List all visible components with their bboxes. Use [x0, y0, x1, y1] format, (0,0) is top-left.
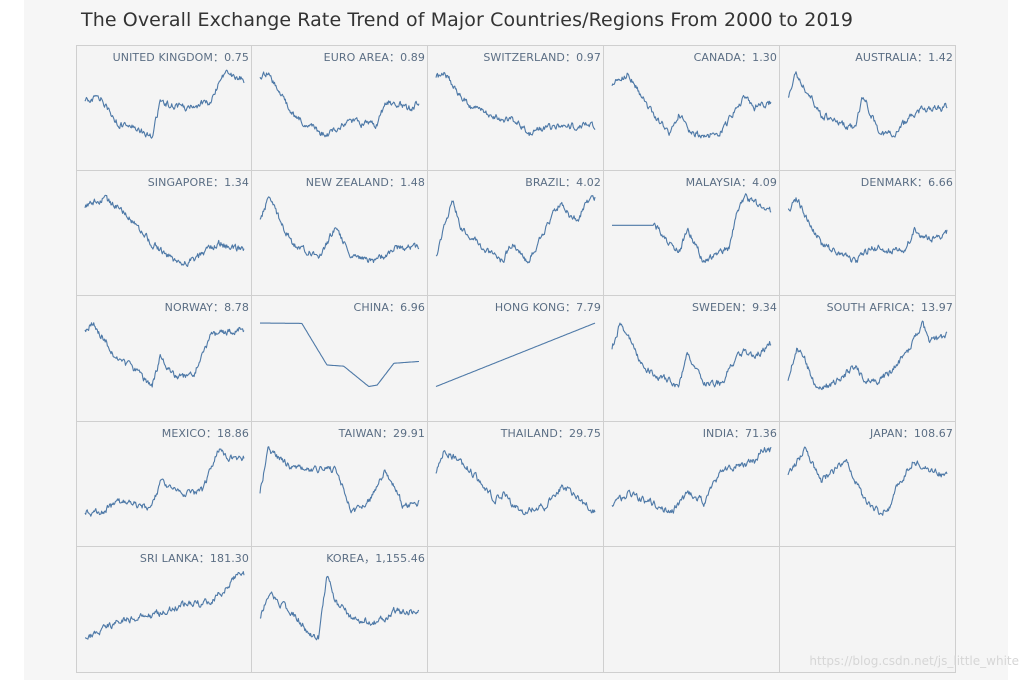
panel-label-euro-area: EURO AREA：0.89: [323, 51, 425, 64]
series-line-sri-lanka: [85, 571, 245, 641]
panel-sri-lanka: SRI LANKA：181.30: [76, 547, 252, 673]
panel-india: INDIA：71.36: [604, 421, 780, 548]
series-line-canada: [611, 72, 772, 139]
panel-label-sweden: SWEDEN：9.34: [691, 301, 777, 315]
panel-united-kingdom: UNITED KINGDOM：0.75: [76, 45, 252, 171]
sparkline-chart-denmark: [787, 196, 948, 263]
panel-label-australia: AUSTRALIA：1.42: [855, 51, 953, 64]
sparkline-chart-new-zealand: [259, 195, 420, 263]
sparkline-chart-hong-kong: [435, 322, 596, 388]
sparkline-chart-switzerland: [435, 71, 596, 137]
panel-label-norway: NORWAY：8.78: [164, 301, 249, 315]
sparkline-chart-mexico: [84, 448, 245, 517]
panel-label-malaysia: MALAYSIA：4.09: [685, 175, 777, 189]
sparkline-chart-norway: [84, 322, 245, 388]
panel-canada: CANADA：1.30: [604, 45, 780, 171]
series-line-india: [611, 446, 772, 514]
panel-sweden: SWEDEN：9.34: [604, 296, 780, 422]
sparkline-chart-sweden: [611, 322, 772, 388]
sparkline-chart-korea: [259, 576, 420, 641]
panel-japan: JAPAN：108.67: [780, 421, 956, 548]
small-multiples-grid: UNITED KINGDOM：0.75 EURO AREA：0.89 SWITZER…: [76, 45, 956, 673]
panel-south-africa: SOUTH AFRICA：13.97: [780, 296, 956, 422]
sparkline-chart-australia: [787, 71, 948, 138]
panel-new-zealand: NEW ZEALAND：1.48: [252, 170, 428, 297]
panel-china: CHINA：6.96: [252, 296, 428, 422]
panel-norway: NORWAY：8.78: [76, 296, 252, 422]
series-line-euro-area: [259, 71, 420, 138]
panel-label-korea: KOREA，1,155.46: [326, 552, 425, 566]
panel-label-thailand: THAILAND：29.75: [500, 426, 601, 440]
panel-label-sri-lanka: SRI LANKA：181.30: [139, 552, 249, 566]
sparkline-chart-malaysia: [612, 192, 772, 263]
series-line-korea: [259, 576, 420, 641]
series-line-mexico: [84, 448, 245, 517]
panel-switzerland: SWITZERLAND：0.97: [428, 45, 604, 171]
panel-hong-kong: HONG KONG：7.79: [428, 296, 604, 422]
series-line-norway: [84, 322, 245, 388]
sparkline-chart-south-africa: [787, 320, 948, 391]
panel-australia: AUSTRALIA：1.42: [780, 45, 956, 171]
panel-label-singapore: SINGAPORE：1.34: [147, 175, 249, 189]
watermark-url: https://blog.csdn.net/js_little_white: [809, 654, 1019, 668]
empty-panel: [604, 547, 780, 673]
panel-label-switzerland: SWITZERLAND：0.97: [483, 51, 601, 64]
series-line-south-africa: [787, 320, 948, 391]
panel-euro-area: EURO AREA：0.89: [252, 45, 428, 171]
sparkline-chart-brazil: [435, 194, 596, 264]
series-line-new-zealand: [259, 195, 420, 263]
empty-panel: [428, 547, 604, 673]
panel-label-new-zealand: NEW ZEALAND：1.48: [305, 175, 425, 189]
sparkline-chart-sri-lanka: [85, 571, 245, 641]
series-line-singapore: [84, 194, 245, 267]
sparkline-chart-india: [611, 446, 772, 514]
panel-brazil: BRAZIL：4.02: [428, 170, 604, 297]
panel-label-mexico: MEXICO：18.86: [161, 426, 249, 440]
sparkline-chart-taiwan: [259, 445, 420, 514]
panel-label-brazil: BRAZIL：4.02: [525, 175, 601, 189]
panel-label-hong-kong: HONG KONG：7.79: [494, 301, 601, 315]
sparkline-chart-canada: [611, 72, 772, 139]
sparkline-chart-singapore: [84, 194, 245, 267]
panel-malaysia: MALAYSIA：4.09: [604, 170, 780, 297]
series-line-switzerland: [435, 71, 596, 137]
series-line-taiwan: [259, 445, 420, 514]
series-line-thailand: [435, 449, 596, 515]
sparkline-chart-japan: [787, 446, 948, 516]
panel-mexico: MEXICO：18.86: [76, 421, 252, 548]
chart-title: The Overall Exchange Rate Trend of Major…: [81, 9, 854, 31]
panel-singapore: SINGAPORE：1.34: [76, 170, 252, 297]
series-line-china: [260, 322, 419, 388]
panel-label-india: INDIA：71.36: [702, 426, 777, 440]
sparkline-chart-united-kingdom: [84, 69, 245, 139]
panel-label-canada: CANADA：1.30: [693, 51, 777, 64]
series-line-japan: [787, 446, 948, 516]
series-line-denmark: [787, 196, 948, 263]
panel-denmark: DENMARK：6.66: [780, 170, 956, 297]
panel-label-denmark: DENMARK：6.66: [860, 175, 953, 189]
panel-label-united-kingdom: UNITED KINGDOM：0.75: [112, 51, 249, 64]
sparkline-chart-thailand: [435, 449, 596, 515]
series-line-malaysia: [612, 192, 772, 263]
series-line-sweden: [611, 322, 772, 388]
series-line-brazil: [435, 194, 596, 264]
sparkline-chart-euro-area: [259, 71, 420, 138]
series-line-australia: [787, 71, 948, 138]
panel-label-japan: JAPAN：108.67: [870, 426, 953, 440]
empty-panel: [780, 547, 956, 673]
sparkline-chart-china: [260, 322, 419, 388]
panel-label-south-africa: SOUTH AFRICA：13.97: [826, 301, 953, 315]
panel-korea: KOREA，1,155.46: [252, 547, 428, 673]
series-line-united-kingdom: [84, 69, 245, 139]
panel-thailand: THAILAND：29.75: [428, 421, 604, 548]
series-line-hong-kong: [435, 322, 596, 388]
panel-label-china: CHINA：6.96: [353, 301, 425, 315]
panel-label-taiwan: TAIWAN：29.91: [338, 426, 425, 440]
panel-taiwan: TAIWAN：29.91: [252, 421, 428, 548]
